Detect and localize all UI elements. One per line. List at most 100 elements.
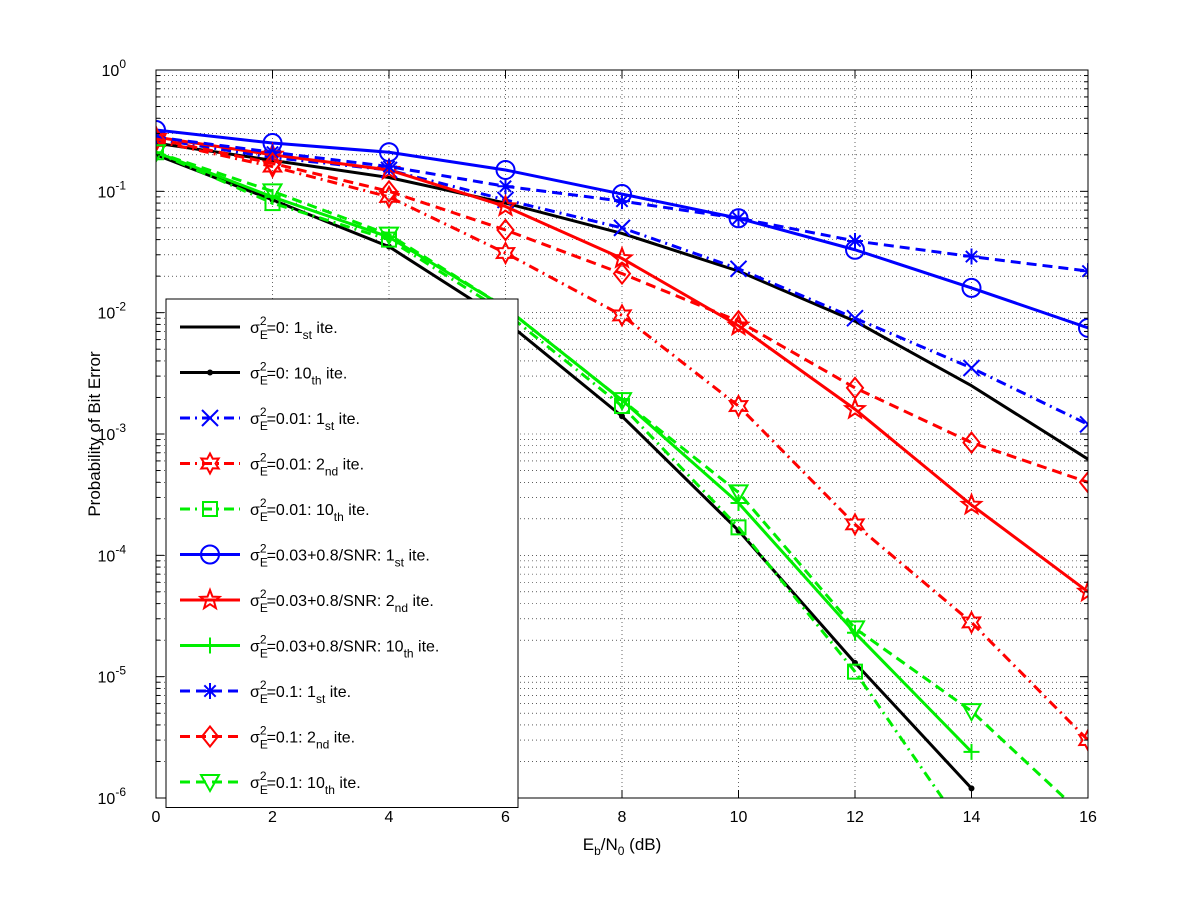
legend-item: σE2=0.1: 10th ite.	[180, 769, 361, 797]
data-point	[493, 193, 518, 217]
data-point	[156, 127, 166, 151]
legend-item: σE2=0: 1st ite.	[180, 314, 338, 342]
legend-label: σE2=0.03+0.8/SNR: 10th ite.	[250, 633, 439, 661]
data-point	[261, 183, 284, 203]
data-point	[962, 359, 981, 377]
legend-marker	[201, 409, 219, 427]
data-point	[844, 620, 866, 640]
x-tick-label: 0	[152, 809, 161, 826]
data-point	[1075, 579, 1088, 603]
y-axis-label: Probability of Bit Error	[85, 351, 104, 517]
legend-marker	[200, 544, 220, 565]
data-point	[963, 248, 980, 265]
series-line	[156, 139, 1088, 742]
data-point	[261, 154, 284, 179]
data-point	[1079, 415, 1088, 434]
legend-item: σE2=0.03+0.8/SNR: 1st ite.	[180, 542, 430, 570]
legend-label: σE2=0.03+0.8/SNR: 1st ite.	[250, 542, 430, 570]
data-point	[847, 232, 863, 249]
series-layer	[156, 120, 1088, 798]
x-tick-label: 2	[268, 809, 277, 826]
data-point	[842, 396, 868, 420]
legend-label: σE2=0.01: 10th ite.	[250, 496, 370, 524]
data-point	[379, 179, 399, 203]
data-point	[263, 151, 282, 175]
x-tick-label: 10	[730, 809, 748, 826]
legend-item: σE2=0.1: 1st ite.	[180, 678, 351, 706]
series-line	[156, 150, 973, 753]
y-tick-label: 10-4	[98, 542, 127, 565]
series-line	[156, 135, 1088, 594]
data-point	[729, 309, 748, 333]
data-point	[614, 193, 630, 210]
series-line	[156, 150, 1066, 798]
data-point	[496, 218, 515, 242]
legend-marker	[200, 724, 220, 749]
legend-label: σE2=0.03+0.8/SNR: 2nd ite.	[250, 587, 434, 615]
x-tick-label: 14	[963, 809, 981, 826]
series-line	[156, 137, 1088, 426]
data-point	[845, 376, 865, 400]
x-tick-label: 8	[618, 809, 627, 826]
legend-marker	[207, 369, 213, 376]
legend-item: σE2=0: 10th ite.	[180, 360, 347, 388]
legend-marker	[199, 451, 221, 476]
legend-item: σE2=0.03+0.8/SNR: 2nd ite.	[180, 587, 434, 615]
series-line	[156, 141, 1088, 461]
legend-marker	[202, 501, 218, 517]
legend-label: σE2=0: 1st ite.	[250, 314, 338, 342]
x-axis-label: Eb/N0 (dB)	[583, 835, 662, 858]
data-point	[156, 120, 166, 141]
data-point	[959, 492, 984, 516]
legend-label: σE2=0.1: 1st ite.	[250, 678, 351, 706]
data-point	[961, 277, 982, 298]
legend-item: σE2=0.1: 2nd ite.	[180, 724, 355, 752]
data-point	[156, 128, 167, 154]
series-line	[156, 150, 944, 798]
series-1	[156, 141, 1088, 461]
data-point	[381, 158, 397, 175]
data-point	[1078, 317, 1088, 338]
data-point	[497, 178, 514, 195]
data-point	[729, 260, 748, 278]
legend-marker	[199, 774, 221, 794]
legend-label: σE2=0.01: 1st ite.	[250, 405, 360, 433]
data-point	[847, 663, 863, 680]
data-point	[611, 392, 633, 412]
y-tick-label: 10-2	[98, 300, 127, 323]
data-point	[378, 226, 400, 246]
x-tick-label: 16	[1079, 809, 1097, 826]
data-point	[960, 703, 983, 723]
y-tick-label: 10-3	[98, 421, 127, 444]
data-point	[619, 413, 625, 420]
legend-item: σE2=0.03+0.8/SNR: 10th ite.	[180, 633, 439, 661]
data-point	[613, 219, 631, 237]
y-tick-label: 100	[102, 57, 127, 80]
x-tick-label: 12	[846, 809, 864, 826]
series-10	[156, 127, 1088, 494]
x-tick-label: 6	[501, 809, 510, 826]
y-tick-label: 10-5	[98, 664, 127, 687]
legend-label: σE2=0: 10th ite.	[250, 360, 347, 388]
data-point	[727, 393, 750, 419]
data-point	[612, 261, 632, 286]
legend-item: σE2=0.01: 1st ite.	[180, 405, 360, 433]
legend-item: σE2=0.01: 2nd ite.	[180, 451, 364, 479]
data-point	[730, 210, 747, 227]
data-point	[494, 240, 517, 266]
data-point	[611, 303, 633, 328]
data-point	[846, 309, 864, 327]
data-point	[156, 124, 169, 148]
data-point	[963, 743, 980, 760]
data-point	[156, 144, 167, 164]
data-point	[962, 430, 981, 455]
legend-marker	[197, 587, 223, 611]
legend-label: σE2=0.01: 2nd ite.	[250, 451, 364, 479]
legend-label: σE2=0.1: 2nd ite.	[250, 724, 355, 752]
data-point	[844, 512, 866, 537]
legend-marker	[202, 637, 218, 654]
data-point	[1078, 470, 1088, 494]
legend-item: σE2=0.01: 10th ite.	[180, 496, 370, 524]
x-tick-label: 4	[385, 809, 394, 826]
y-tick-label: 10-6	[98, 785, 127, 808]
